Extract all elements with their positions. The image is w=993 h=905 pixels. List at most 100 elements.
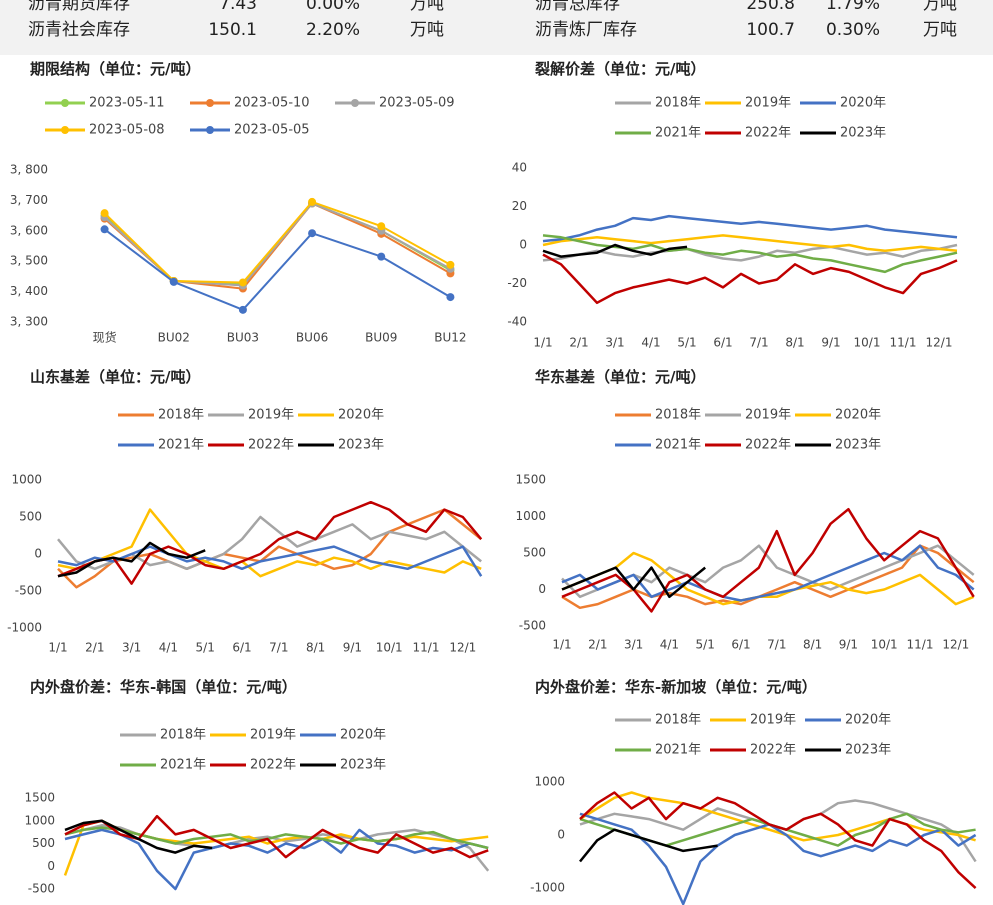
y-tick-label: 1000 <box>515 509 546 523</box>
series-line <box>579 791 977 890</box>
legend-label: 2018年 <box>655 96 701 111</box>
x-tick-label: 9/1 <box>343 641 362 655</box>
x-tick-label: BU03 <box>227 331 259 345</box>
series-line <box>57 500 483 585</box>
legend-label: 2021年 <box>655 126 701 141</box>
chart-title: 内外盘价差：华东-新加坡（单位：元/吨） <box>535 678 817 696</box>
legend-label: 2020年 <box>835 408 881 423</box>
series-line <box>561 544 975 610</box>
y-tick-label: 3, 400 <box>10 284 48 298</box>
x-tick-label: BU02 <box>158 331 190 345</box>
y-tick-label: -500 <box>28 882 55 896</box>
table-cell: 7.43 <box>219 0 257 14</box>
point <box>308 229 317 238</box>
y-tick-label: 3, 600 <box>10 223 48 237</box>
y-tick-label: 20 <box>512 199 527 213</box>
y-tick-label: 0 <box>34 547 42 561</box>
chart-title: 期限结构（单位：元/吨） <box>30 60 200 78</box>
series-line <box>64 826 489 850</box>
x-tick-label: 7/1 <box>749 336 768 350</box>
x-tick-label: 1/1 <box>552 638 571 652</box>
y-tick-label: 0 <box>47 859 55 873</box>
series-line <box>542 234 958 253</box>
y-tick-label: -1000 <box>7 621 42 635</box>
series-line <box>57 508 482 589</box>
chart-title: 华东基差（单位：元/吨） <box>535 368 705 386</box>
y-tick-label: 3, 800 <box>10 163 48 177</box>
x-tick-label: 1/1 <box>48 641 67 655</box>
series-line <box>579 791 976 842</box>
x-tick-label: 现货 <box>93 330 117 345</box>
legend-label: 2021年 <box>655 743 701 758</box>
x-tick-label: 10/1 <box>376 641 403 655</box>
x-tick-label: 2/1 <box>588 638 607 652</box>
table-cell: 万吨 <box>410 20 444 40</box>
legend-label: 2020年 <box>340 728 386 743</box>
point <box>377 222 386 231</box>
x-tick-label: 5/1 <box>196 641 215 655</box>
legend-label: 2018年 <box>158 408 204 423</box>
y-tick-label: 1000 <box>24 813 55 827</box>
y-tick-label: -20 <box>507 276 527 290</box>
x-tick-label: 9/1 <box>821 336 840 350</box>
series-line <box>542 253 958 305</box>
x-tick-label: BU06 <box>296 331 328 345</box>
y-tick-label: 1500 <box>24 791 55 805</box>
series-line <box>57 545 483 577</box>
legend-label: 2023年 <box>840 126 886 141</box>
chart-title: 裂解价差（单位：元/吨） <box>534 60 705 78</box>
x-tick-label: 7/1 <box>269 641 288 655</box>
legend-label: 2023年 <box>340 758 386 773</box>
x-tick-label: 1/1 <box>533 336 552 350</box>
point <box>169 277 178 286</box>
x-tick-label: 9/1 <box>839 638 858 652</box>
x-tick-label: 6/1 <box>731 638 750 652</box>
legend-label: 2023年 <box>845 743 891 758</box>
legend-label: 2022年 <box>745 126 791 141</box>
series-line <box>57 541 206 578</box>
table-cell: 0.00% <box>306 0 360 14</box>
point <box>100 209 109 218</box>
x-tick-label: 10/1 <box>854 336 881 350</box>
y-tick-label: 1000 <box>11 473 42 487</box>
legend-label: 2023-05-08 <box>89 123 165 138</box>
x-tick-label: 12/1 <box>942 638 969 652</box>
point <box>238 305 247 314</box>
series-line <box>64 819 213 854</box>
legend-label: 2022年 <box>250 758 296 773</box>
legend-label: 2022年 <box>750 743 796 758</box>
x-tick-label: 3/1 <box>122 641 141 655</box>
legend-label: 2018年 <box>160 728 206 743</box>
x-tick-label: BU12 <box>434 331 466 345</box>
x-tick-label: 7/1 <box>767 638 786 652</box>
y-tick-label: -500 <box>15 584 42 598</box>
table-cell: 250.8 <box>746 0 795 14</box>
legend-label: 2022年 <box>248 438 294 453</box>
x-tick-label: BU09 <box>365 331 397 345</box>
x-tick-label: 10/1 <box>871 638 898 652</box>
point <box>308 197 317 206</box>
y-tick-label: 0 <box>519 238 527 252</box>
y-tick-label: 3, 700 <box>10 193 48 207</box>
legend-label: 2020年 <box>338 408 384 423</box>
legend-label: 2020年 <box>840 96 886 111</box>
y-tick-label: 0 <box>538 582 546 596</box>
series-line <box>57 508 482 578</box>
table-cell: 100.7 <box>746 20 795 40</box>
table-cell: 沥青期货库存 <box>28 0 130 14</box>
table-cell: 万吨 <box>923 20 957 40</box>
legend-label: 2023-05-09 <box>379 96 455 111</box>
x-tick-label: 6/1 <box>713 336 732 350</box>
y-tick-label: -40 <box>507 315 527 329</box>
y-tick-label: 0 <box>557 828 565 842</box>
legend-label: 2020年 <box>845 713 891 728</box>
table-cell: 150.1 <box>208 20 257 40</box>
x-tick-label: 4/1 <box>159 641 178 655</box>
table-cell: 万吨 <box>410 0 444 14</box>
series-line <box>579 828 718 863</box>
legend-label: 2023年 <box>835 438 881 453</box>
legend-label: 2021年 <box>160 758 206 773</box>
y-tick-label: 40 <box>512 161 527 175</box>
table-cell: 沥青总库存 <box>535 0 620 14</box>
x-tick-label: 11/1 <box>413 641 440 655</box>
